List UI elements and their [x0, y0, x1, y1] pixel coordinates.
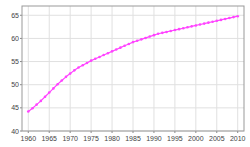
point	[31, 107, 34, 110]
point	[153, 34, 156, 37]
y-tick-label: 50	[11, 81, 19, 88]
x-tick-label: 1960	[20, 135, 36, 142]
x-tick-label: 1980	[104, 135, 120, 142]
point	[73, 69, 76, 72]
x-grid-line	[91, 6, 92, 131]
point	[178, 28, 181, 31]
point	[111, 50, 114, 53]
point	[182, 27, 185, 30]
x-grid-line	[112, 6, 113, 131]
y-grid-line	[22, 84, 244, 85]
point	[123, 45, 126, 48]
point	[207, 21, 210, 24]
y-tick-label: 65	[11, 12, 19, 19]
point	[228, 17, 231, 20]
point	[102, 54, 105, 57]
x-grid-line	[195, 6, 196, 131]
point	[199, 23, 202, 26]
point	[186, 26, 189, 29]
y-grid-line	[22, 107, 244, 108]
x-tick-label: 1970	[62, 135, 78, 142]
point	[203, 22, 206, 25]
x-grid-line	[237, 6, 238, 131]
point	[48, 91, 51, 94]
y-grid-line	[22, 38, 244, 39]
point	[69, 72, 72, 75]
point	[65, 76, 68, 79]
point	[132, 41, 135, 44]
x-grid-line	[70, 6, 71, 131]
point	[144, 37, 147, 40]
point	[35, 103, 38, 106]
plot-frame	[22, 6, 244, 131]
chart: 1960 1965 1970 1975 1980 1985 1990 1995 2000 2005…	[0, 0, 250, 147]
point	[98, 56, 101, 59]
point	[232, 16, 235, 19]
x-tick-label: 2000	[188, 135, 204, 142]
point	[220, 19, 223, 22]
grid	[22, 6, 244, 131]
line	[28, 16, 237, 111]
point	[140, 38, 143, 41]
point	[60, 79, 63, 82]
y-tick-label: 55	[11, 58, 19, 65]
point	[56, 83, 59, 86]
point	[115, 48, 118, 51]
x-tick-label: 1975	[83, 135, 99, 142]
x-tick-label: 1995	[167, 135, 183, 142]
x-tick-label: 1985	[125, 135, 141, 142]
axes: 1960 1965 1970 1975 1980 1985 1990 1995 2000 2005…	[11, 6, 245, 142]
x-grid-line	[153, 6, 154, 131]
point	[52, 87, 55, 90]
point	[119, 46, 122, 49]
point	[236, 15, 239, 18]
point	[27, 110, 30, 113]
point	[211, 20, 214, 23]
point	[90, 59, 93, 62]
point	[215, 20, 218, 23]
y-grid-line	[22, 61, 244, 62]
point	[148, 35, 151, 38]
point	[128, 43, 131, 46]
point	[77, 66, 80, 69]
x-grid-line	[216, 6, 217, 131]
y-tick-label: 60	[11, 35, 19, 42]
point	[190, 25, 193, 28]
x-tick-label: 1965	[41, 135, 57, 142]
point	[195, 24, 198, 27]
point	[169, 30, 172, 33]
x-tick-label: 2005	[209, 135, 225, 142]
point	[136, 39, 139, 42]
point	[165, 31, 168, 34]
point	[174, 29, 177, 32]
x-grid-line	[174, 6, 175, 131]
point	[94, 57, 97, 60]
point	[44, 95, 47, 98]
x-grid-line	[133, 6, 134, 131]
point	[161, 32, 164, 35]
point	[81, 64, 84, 67]
y-grid-line	[22, 15, 244, 16]
point	[86, 62, 89, 65]
x-grid-line	[49, 6, 50, 131]
x-tick-label: 2010	[230, 135, 246, 142]
x-tick-label: 1990	[146, 135, 162, 142]
point	[157, 32, 160, 35]
y-tick-label: 40	[11, 128, 19, 135]
x-grid-line	[28, 6, 29, 131]
point	[224, 18, 227, 21]
point	[40, 100, 43, 103]
point	[107, 52, 110, 55]
series	[27, 15, 239, 113]
y-tick-label: 45	[11, 104, 19, 111]
